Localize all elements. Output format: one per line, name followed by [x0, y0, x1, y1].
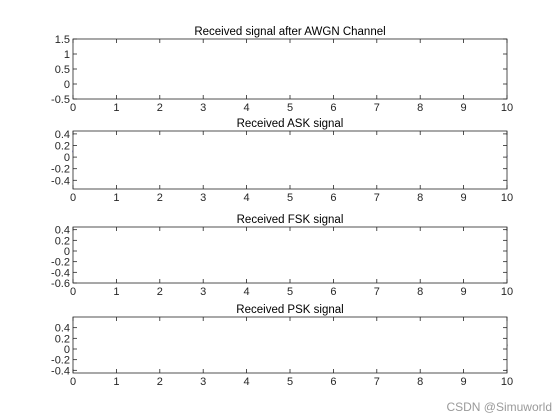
x-tick-label: 4: [244, 286, 250, 298]
chart-title: Received signal after AWGN Channel: [194, 26, 385, 38]
chart-title: Received PSK signal: [236, 304, 343, 316]
x-tick-label: 5: [287, 192, 293, 204]
x-tick-label: 1: [113, 192, 119, 204]
y-tick-label: -0.2: [51, 257, 70, 269]
x-tick-label: 0: [70, 286, 76, 298]
x-tick-label: 0: [70, 192, 76, 204]
y-tick-label: 0.2: [55, 333, 70, 345]
x-tick-label: 1: [113, 102, 119, 114]
x-tick-label: 7: [374, 376, 380, 388]
y-tick-label: 1: [64, 49, 70, 61]
chart-title: Received FSK signal: [237, 214, 344, 226]
x-tick-label: 7: [374, 192, 380, 204]
x-tick-label: 8: [417, 286, 423, 298]
x-tick-label: 4: [244, 192, 250, 204]
x-tick-label: 3: [200, 286, 206, 298]
y-tick-label: 0.4: [55, 225, 70, 237]
x-tick-label: 6: [330, 102, 336, 114]
x-tick-label: 9: [461, 192, 467, 204]
x-tick-label: 10: [501, 376, 513, 388]
x-tick-label: 3: [200, 192, 206, 204]
x-tick-label: 0: [70, 102, 76, 114]
x-tick-label: 7: [374, 102, 380, 114]
x-tick-label: 3: [200, 102, 206, 114]
x-tick-label: 9: [461, 102, 467, 114]
x-tick-label: 9: [461, 376, 467, 388]
x-tick-label: 5: [287, 286, 293, 298]
x-tick-label: 7: [374, 286, 380, 298]
watermark-text: CSDN @Simuworld: [446, 400, 552, 414]
subplot-3: 0 1 2 3 4 5 6 7 8 9 10-0.6-0.4-0.200.20.4Received …: [51, 214, 513, 298]
axes-frame: [72, 226, 508, 284]
x-tick-label: 10: [501, 192, 513, 204]
y-tick-label: -0.4: [51, 267, 70, 279]
x-tick-label: 9: [461, 286, 467, 298]
axes-frame: [72, 38, 508, 100]
y-tick-label: -0.4: [51, 365, 70, 377]
y-tick-label: 0.4: [55, 323, 70, 335]
y-tick-label: -0.2: [51, 355, 70, 367]
x-tick-label: 2: [157, 192, 163, 204]
y-tick-label: -0.2: [51, 164, 70, 176]
axes-frame: [72, 130, 508, 190]
x-tick-label: 5: [287, 102, 293, 114]
x-tick-label: 8: [417, 102, 423, 114]
chart-title: Received ASK signal: [237, 118, 344, 130]
x-tick-label: 6: [330, 286, 336, 298]
y-tick-label: 0: [64, 152, 70, 164]
y-tick-label: 0: [64, 246, 70, 258]
y-tick-label: 0.2: [55, 235, 70, 247]
x-tick-label: 10: [501, 102, 513, 114]
x-tick-label: 10: [501, 286, 513, 298]
x-tick-label: 8: [417, 376, 423, 388]
x-tick-label: 0: [70, 376, 76, 388]
axes-frame: [72, 316, 508, 374]
y-tick-label: -0.5: [51, 94, 70, 106]
y-tick-label: 0: [64, 344, 70, 356]
x-tick-label: 2: [157, 376, 163, 388]
x-tick-label: 6: [330, 376, 336, 388]
x-tick-label: 8: [417, 192, 423, 204]
x-tick-label: 1: [113, 286, 119, 298]
y-tick-label: 0.4: [55, 129, 70, 141]
x-tick-label: 5: [287, 376, 293, 388]
x-tick-label: 1: [113, 376, 119, 388]
y-tick-label: 0: [64, 79, 70, 91]
y-tick-label: -0.6: [51, 278, 70, 290]
x-tick-label: 2: [157, 102, 163, 114]
x-tick-label: 4: [244, 376, 250, 388]
y-tick-label: 1.5: [55, 34, 70, 46]
x-tick-label: 3: [200, 376, 206, 388]
y-tick-label: 0.5: [55, 64, 70, 76]
x-tick-label: 6: [330, 192, 336, 204]
y-tick-label: -0.4: [51, 175, 70, 187]
x-tick-label: 4: [244, 102, 250, 114]
y-tick-label: 0.2: [55, 141, 70, 153]
x-tick-label: 2: [157, 286, 163, 298]
